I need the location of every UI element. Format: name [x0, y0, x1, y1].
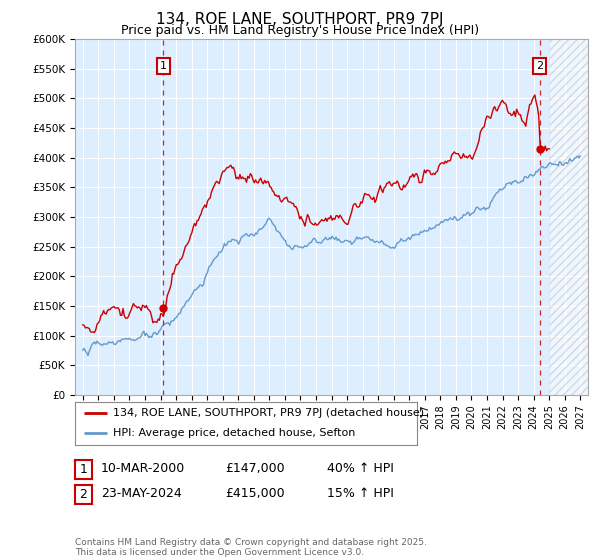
- Text: 10-MAR-2000: 10-MAR-2000: [101, 462, 185, 475]
- Text: 134, ROE LANE, SOUTHPORT, PR9 7PJ (detached house): 134, ROE LANE, SOUTHPORT, PR9 7PJ (detac…: [113, 408, 424, 418]
- Text: 2: 2: [536, 61, 543, 71]
- Text: 1: 1: [160, 61, 167, 71]
- Text: 23-MAY-2024: 23-MAY-2024: [101, 487, 182, 501]
- Text: Price paid vs. HM Land Registry's House Price Index (HPI): Price paid vs. HM Land Registry's House …: [121, 24, 479, 37]
- Text: HPI: Average price, detached house, Sefton: HPI: Average price, detached house, Seft…: [113, 428, 355, 438]
- Text: 15% ↑ HPI: 15% ↑ HPI: [327, 487, 394, 501]
- Bar: [549, 39, 588, 395]
- Text: Contains HM Land Registry data © Crown copyright and database right 2025.
This d: Contains HM Land Registry data © Crown c…: [75, 538, 427, 557]
- Text: £415,000: £415,000: [225, 487, 284, 501]
- Text: 1: 1: [79, 463, 88, 476]
- Text: £147,000: £147,000: [225, 462, 284, 475]
- Text: 134, ROE LANE, SOUTHPORT, PR9 7PJ: 134, ROE LANE, SOUTHPORT, PR9 7PJ: [156, 12, 444, 27]
- Text: 40% ↑ HPI: 40% ↑ HPI: [327, 462, 394, 475]
- Text: 2: 2: [79, 488, 88, 501]
